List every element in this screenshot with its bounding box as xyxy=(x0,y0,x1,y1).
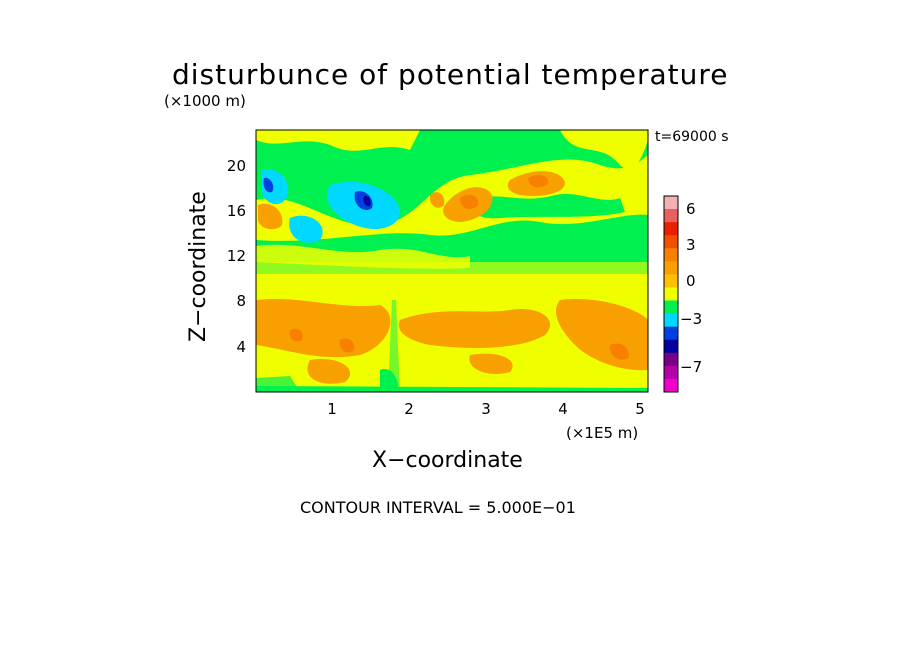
colorbar-tick-label: −3 xyxy=(680,310,703,328)
colorbar-swatch xyxy=(664,313,678,328)
plot-frame xyxy=(255,129,649,393)
colorbar-swatch xyxy=(664,261,678,275)
colorbar-tick-label: 0 xyxy=(686,272,696,290)
field-band xyxy=(289,328,303,342)
y-tick-label: 12 xyxy=(226,247,246,265)
colorbar-frame xyxy=(663,195,679,393)
colorbar-swatch xyxy=(664,248,678,262)
colorbar xyxy=(663,195,679,393)
field-band xyxy=(460,194,479,210)
field-band xyxy=(256,298,391,358)
colorbar-swatch xyxy=(664,196,678,210)
x-tick-label: 3 xyxy=(481,400,491,418)
y-tick-label: 20 xyxy=(226,157,246,175)
colorbar-swatch xyxy=(664,339,678,354)
field-band xyxy=(363,195,371,207)
field-band xyxy=(256,386,648,392)
field-band xyxy=(263,177,274,193)
contour-interval-label: CONTOUR INTERVAL = 5.000E−01 xyxy=(300,498,576,517)
x-axis-label: X−coordinate xyxy=(372,448,523,473)
y-tick-label: 8 xyxy=(236,292,246,310)
field-band xyxy=(307,359,351,384)
x-axis-unit: (×1E5 m) xyxy=(566,424,639,442)
y-axis-unit: (×1000 m) xyxy=(164,92,246,110)
field-band xyxy=(528,174,549,188)
colorbar-swatch xyxy=(664,326,678,341)
colorbar-swatch xyxy=(664,235,678,249)
field-band xyxy=(609,343,629,360)
colorbar-tick-label: 6 xyxy=(686,200,696,218)
potential-temperature-field xyxy=(256,130,648,392)
colorbar-swatch xyxy=(664,209,678,223)
field-band xyxy=(256,244,470,269)
field-band xyxy=(258,203,283,230)
field-band xyxy=(289,215,323,243)
colorbar-swatch xyxy=(664,352,678,367)
field-band xyxy=(339,338,355,353)
colorbar-tick-label: −7 xyxy=(680,358,703,376)
y-tick-label: 4 xyxy=(236,338,246,356)
field-band xyxy=(560,130,648,170)
colorbar-tick-label: 3 xyxy=(686,236,696,254)
field-band xyxy=(429,192,445,208)
field-band xyxy=(469,193,625,219)
colorbar-swatch xyxy=(664,365,678,380)
field-band xyxy=(256,130,420,151)
field-band xyxy=(469,353,513,375)
y-tick-label: 16 xyxy=(226,202,246,220)
x-tick-label: 1 xyxy=(327,400,337,418)
colorbar-swatch xyxy=(664,287,678,302)
field-band xyxy=(262,169,289,205)
x-tick-label: 2 xyxy=(404,400,414,418)
colorbar-swatch xyxy=(664,274,678,288)
field-band xyxy=(388,300,400,392)
chart-title: disturbunce of potential temperature xyxy=(172,58,729,91)
colorbar-swatch xyxy=(664,222,678,236)
time-label: t=69000 s xyxy=(655,129,729,145)
x-tick-label: 4 xyxy=(558,400,568,418)
colorbar-swatch xyxy=(664,300,678,315)
field-band xyxy=(398,309,551,348)
x-tick-label: 5 xyxy=(635,400,645,418)
colorbar-swatch xyxy=(664,378,678,393)
